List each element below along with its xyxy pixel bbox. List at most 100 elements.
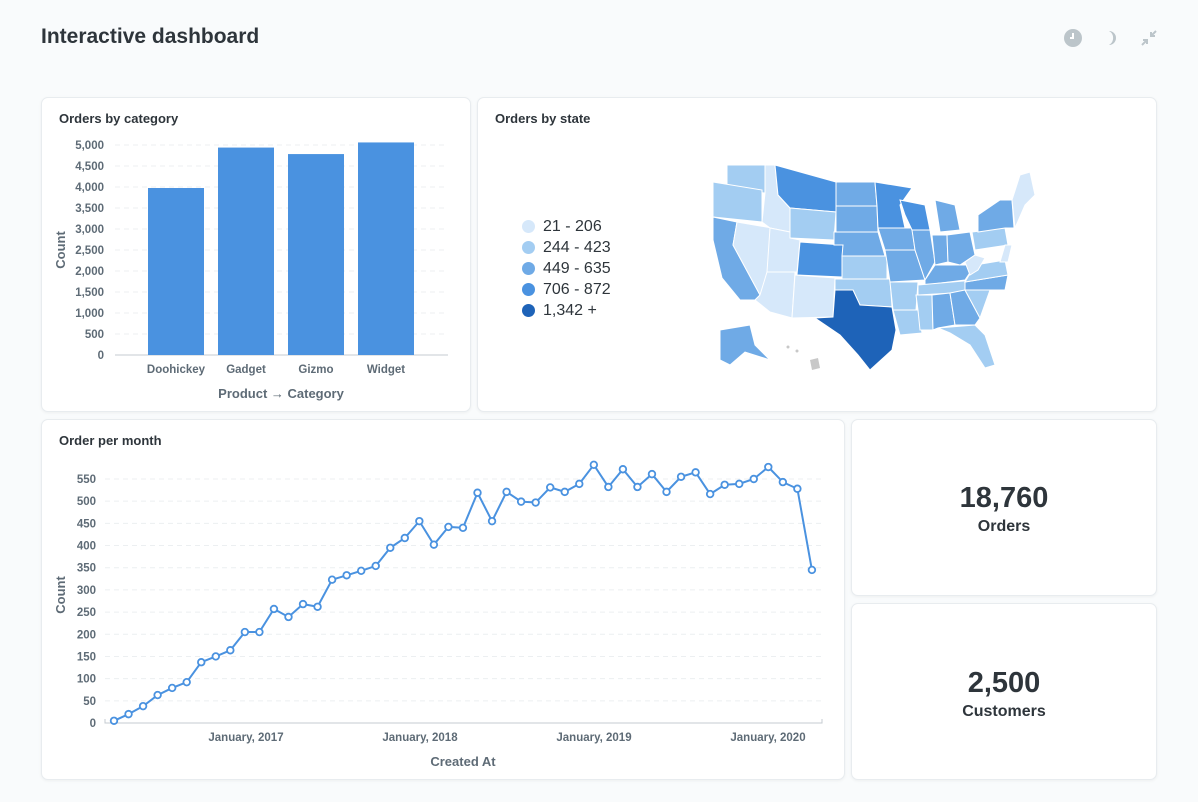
data-point — [473, 488, 482, 497]
bar — [218, 147, 274, 355]
us-map[interactable] — [0, 0, 1198, 420]
bar — [148, 188, 204, 355]
state-ny[interactable] — [977, 199, 1015, 233]
data-point — [313, 602, 322, 611]
state-il[interactable] — [911, 229, 936, 282]
data-point — [778, 477, 788, 487]
legend-label: 1,342 + — [543, 301, 597, 319]
legend-label: 706 - 872 — [543, 280, 611, 298]
state-hi-island — [786, 345, 790, 349]
data-point — [793, 484, 802, 493]
data-point — [255, 627, 264, 637]
x-tick-label: Gizmo — [298, 364, 333, 376]
data-point — [749, 474, 758, 484]
y-tick-label: 1,000 — [75, 308, 104, 320]
y-tick-label: 0 — [90, 718, 96, 730]
data-point — [546, 483, 555, 492]
x-tick-label: Widget — [367, 364, 405, 376]
state-al[interactable] — [931, 292, 956, 331]
orders-value: 18,760 — [959, 482, 1049, 514]
state-fl[interactable] — [937, 324, 996, 369]
data-point — [153, 690, 162, 700]
data-point — [604, 482, 613, 492]
data-point — [735, 479, 744, 489]
y-tick-label: 2,500 — [75, 245, 104, 257]
y-tick-label: 3,000 — [75, 224, 104, 236]
state-hi-island — [795, 349, 799, 353]
customers-value: 2,500 — [967, 667, 1041, 699]
y-tick-label: 500 — [77, 496, 96, 508]
orders-scalar-card[interactable]: 18,760 Orders — [851, 419, 1157, 596]
data-point — [444, 522, 453, 532]
y-tick-label: 1,500 — [75, 287, 104, 299]
y-tick-label: 550 — [77, 474, 96, 486]
state-ia[interactable] — [877, 227, 916, 251]
y-tick-label: 500 — [85, 329, 104, 341]
state-la[interactable] — [892, 309, 923, 336]
data-point — [691, 468, 700, 477]
state-mi[interactable] — [934, 199, 961, 233]
state-in[interactable] — [931, 234, 949, 266]
state-mo[interactable] — [884, 249, 926, 283]
collapse-icon[interactable] — [1139, 28, 1159, 48]
x-tick-label: Doohickey — [147, 364, 206, 376]
state-ak[interactable] — [719, 324, 771, 366]
y-tick-label: 150 — [77, 651, 96, 663]
data-point — [764, 462, 773, 472]
data-point — [386, 543, 395, 552]
y-tick-label: 350 — [77, 563, 96, 575]
state-nj-md[interactable] — [999, 244, 1013, 263]
data-point — [284, 612, 293, 622]
y-tick-label: 200 — [77, 629, 96, 641]
state-ga[interactable] — [949, 289, 981, 326]
orders-label: Orders — [977, 518, 1031, 535]
legend-item: 244 - 423 — [522, 237, 611, 258]
data-point — [226, 646, 235, 655]
state-wv[interactable] — [964, 254, 986, 276]
y-tick-label: 0 — [98, 350, 104, 362]
legend-item: 706 - 872 — [522, 279, 611, 300]
state-az[interactable] — [754, 271, 796, 319]
line-chart: 0 50 100 150 200 250 300 350 400 450 500 550 January… — [53, 460, 823, 769]
data-point — [269, 604, 279, 614]
data-point — [298, 599, 308, 609]
legend-label: 21 - 206 — [543, 217, 602, 235]
x-tick-label: January, 2018 — [382, 732, 458, 744]
state-hi — [810, 358, 820, 370]
data-point — [124, 709, 133, 719]
bar — [288, 154, 344, 355]
data-point — [516, 497, 526, 506]
card-title: Orders by category — [59, 111, 179, 126]
moon-icon[interactable] — [1101, 28, 1121, 48]
series-line — [113, 463, 813, 722]
data-point — [720, 480, 729, 489]
data-point — [618, 465, 628, 474]
x-tick-label: January, 2020 — [730, 732, 805, 744]
x-tick-label: Gadget — [226, 364, 266, 376]
data-point — [400, 533, 409, 543]
map-legend: 21 - 206 244 - 423 449 - 635 706 - 872 1… — [522, 216, 611, 321]
x-tick-label: January, 2019 — [556, 732, 631, 744]
data-point — [589, 460, 599, 470]
data-point — [211, 652, 220, 661]
state-ar[interactable] — [889, 281, 919, 311]
state-ne-states[interactable] — [1011, 171, 1036, 230]
data-point — [429, 540, 439, 549]
clock-icon[interactable] — [1063, 28, 1083, 48]
data-point — [705, 489, 715, 499]
state-ms[interactable] — [915, 294, 934, 331]
data-point — [327, 575, 337, 584]
state-pa[interactable] — [971, 227, 1009, 251]
data-point — [415, 516, 424, 526]
y-tick-label: 100 — [77, 674, 96, 686]
x-tick-label: January, 2017 — [208, 732, 283, 744]
customers-scalar-card[interactable]: 2,500 Customers — [851, 603, 1157, 780]
state-tx[interactable] — [813, 289, 897, 371]
data-point — [575, 479, 584, 489]
y-tick-label: 400 — [77, 541, 96, 553]
y-tick-label: 300 — [77, 585, 96, 597]
page-title: Interactive dashboard — [41, 25, 260, 48]
legend-item: 1,342 + — [522, 300, 611, 321]
data-point — [647, 469, 657, 479]
data-point — [138, 701, 148, 711]
